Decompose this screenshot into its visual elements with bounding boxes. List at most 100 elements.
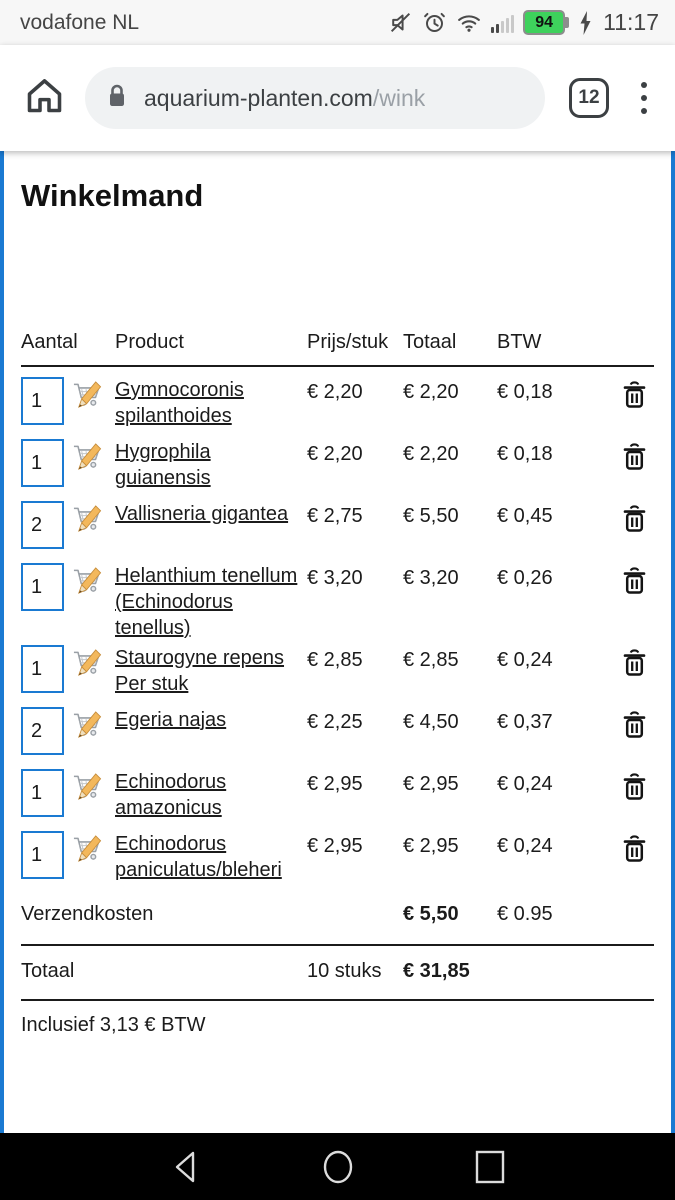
quantity-input[interactable]	[21, 439, 64, 487]
product-link[interactable]: Echinodorus paniculatus/bleheri	[115, 833, 282, 881]
line-total: € 3,20	[403, 567, 459, 589]
price-per-unit: € 2,95	[307, 835, 363, 857]
trash-icon[interactable]	[621, 831, 654, 871]
trash-icon[interactable]	[621, 501, 654, 541]
cart-row: Staurogyne repens Per stuk € 2,85 € 2,85…	[21, 645, 654, 703]
recents-button[interactable]	[470, 1147, 510, 1187]
trash-icon[interactable]	[621, 563, 654, 603]
update-cart-icon[interactable]	[71, 710, 104, 748]
quantity-input[interactable]	[21, 831, 64, 879]
back-button[interactable]	[166, 1147, 206, 1187]
cart-row: Hygrophila guianensis € 2,20 € 2,20 € 0,…	[21, 439, 654, 497]
product-link[interactable]: Helanthium tenellum (Echinodorus tenellu…	[115, 565, 298, 639]
home-button[interactable]	[22, 73, 67, 123]
product-link[interactable]: Vallisneria gigantea	[115, 503, 289, 525]
lock-icon	[105, 83, 129, 114]
status-bar: vodafone NL	[0, 0, 675, 45]
cart-row: Gymnocoronis spilanthoides € 2,20 € 2,20…	[21, 377, 654, 435]
cart-row: Helanthium tenellum (Echinodorus tenellu…	[21, 563, 654, 641]
update-cart-icon[interactable]	[71, 380, 104, 418]
cart-row: Egeria najas € 2,25 € 4,50 € 0,37	[21, 707, 654, 765]
total-divider-top	[21, 944, 654, 946]
signal-strength-icon	[491, 13, 515, 33]
line-total: € 2,20	[403, 443, 459, 465]
total-row: Totaal 10 stuks € 31,85	[21, 960, 654, 983]
update-cart-icon[interactable]	[71, 648, 104, 686]
battery-percent: 94	[535, 13, 554, 31]
trash-icon[interactable]	[621, 769, 654, 809]
line-total: € 4,50	[403, 711, 459, 733]
url-text: aquarium-planten.com/wink	[144, 85, 425, 112]
line-btw: € 0,24	[497, 773, 553, 795]
android-navbar	[0, 1133, 675, 1200]
product-link[interactable]: Staurogyne repens Per stuk	[115, 647, 285, 695]
line-btw: € 0,37	[497, 711, 553, 733]
header-prijs: Prijs/stuk	[307, 331, 389, 353]
web-content: Winkelmand Aantal Product Prijs/stuk Tot…	[0, 151, 675, 1133]
line-btw: € 0,24	[497, 649, 553, 671]
price-per-unit: € 2,85	[307, 649, 363, 671]
line-total: € 2,20	[403, 381, 459, 403]
cart-row: Echinodorus amazonicus € 2,95 € 2,95 € 0…	[21, 769, 654, 827]
total-divider-bottom	[21, 999, 654, 1001]
line-total: € 5,50	[403, 505, 459, 527]
quantity-input[interactable]	[21, 707, 64, 755]
wifi-icon	[456, 10, 482, 35]
trash-icon[interactable]	[621, 439, 654, 479]
charging-icon	[578, 10, 592, 36]
mute-icon	[388, 10, 413, 35]
table-header: Aantal Product Prijs/stuk Totaal BTW	[21, 331, 654, 354]
product-link[interactable]: Gymnocoronis spilanthoides	[115, 379, 244, 427]
header-totaal: Totaal	[403, 331, 457, 353]
page-title: Winkelmand	[21, 178, 204, 213]
total-amount: € 31,85	[403, 960, 470, 982]
quantity-input[interactable]	[21, 563, 64, 611]
price-per-unit: € 3,20	[307, 567, 363, 589]
line-total: € 2,85	[403, 649, 459, 671]
update-cart-icon[interactable]	[71, 442, 104, 480]
product-link[interactable]: Echinodorus amazonicus	[115, 771, 227, 819]
line-total: € 2,95	[403, 835, 459, 857]
update-cart-icon[interactable]	[71, 566, 104, 604]
shipping-btw: € 0.95	[497, 903, 553, 925]
quantity-input[interactable]	[21, 769, 64, 817]
cart-row: Vallisneria gigantea € 2,75 € 5,50 € 0,4…	[21, 501, 654, 559]
total-quantity: 10 stuks	[307, 960, 382, 982]
url-path: /wink	[372, 84, 426, 111]
line-btw: € 0,45	[497, 505, 553, 527]
menu-button[interactable]	[635, 78, 653, 118]
header-divider	[21, 365, 654, 367]
url-domain: aquarium-planten.com	[144, 84, 373, 111]
shipping-row: Verzendkosten € 5,50 € 0.95	[21, 903, 654, 926]
home-circle-button[interactable]	[318, 1147, 358, 1187]
quantity-input[interactable]	[21, 377, 64, 425]
total-label: Totaal	[21, 960, 75, 982]
line-total: € 2,95	[403, 773, 459, 795]
quantity-input[interactable]	[21, 501, 64, 549]
product-link[interactable]: Egeria najas	[115, 709, 227, 731]
line-btw: € 0,18	[497, 381, 553, 403]
price-per-unit: € 2,95	[307, 773, 363, 795]
update-cart-icon[interactable]	[71, 772, 104, 810]
trash-icon[interactable]	[621, 645, 654, 685]
shipping-total: € 5,50	[403, 903, 459, 925]
carrier-label: vodafone NL	[20, 10, 140, 34]
trash-icon[interactable]	[621, 707, 654, 747]
update-cart-icon[interactable]	[71, 504, 104, 542]
status-icons: 94 11:17	[388, 9, 659, 36]
alarm-icon	[422, 10, 447, 35]
vat-note: Inclusief 3,13 € BTW	[21, 1014, 206, 1036]
price-per-unit: € 2,25	[307, 711, 363, 733]
quantity-input[interactable]	[21, 645, 64, 693]
trash-icon[interactable]	[621, 377, 654, 417]
header-product: Product	[115, 331, 184, 353]
product-link[interactable]: Hygrophila guianensis	[115, 441, 211, 489]
update-cart-icon[interactable]	[71, 834, 104, 872]
clock: 11:17	[603, 9, 659, 35]
price-per-unit: € 2,75	[307, 505, 363, 527]
header-btw: BTW	[497, 331, 542, 353]
url-bar[interactable]: aquarium-planten.com/wink	[85, 67, 545, 129]
tab-switcher-button[interactable]: 12	[569, 78, 609, 118]
battery-indicator: 94	[523, 10, 570, 35]
